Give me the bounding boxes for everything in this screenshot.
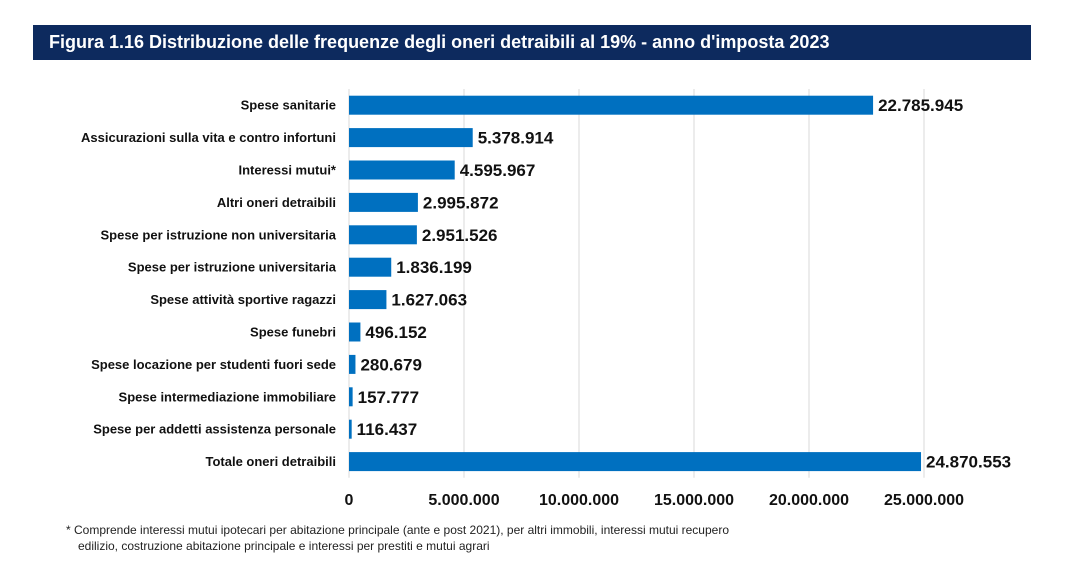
category-label: Assicurazioni sulla vita e contro infort… xyxy=(81,130,336,145)
bar xyxy=(349,419,352,439)
value-label: 280.679 xyxy=(360,355,421,374)
bar xyxy=(349,354,356,374)
value-label: 5.378.914 xyxy=(478,129,554,148)
category-label: Spese sanitarie xyxy=(241,98,336,113)
category-label: Spese per addetti assistenza personale xyxy=(93,422,336,437)
footnote: * Comprende interessi mutui ipotecari pe… xyxy=(66,522,866,554)
value-label: 2.995.872 xyxy=(423,193,499,212)
x-tick-label: 10.000.000 xyxy=(539,492,619,509)
bar xyxy=(349,257,392,277)
category-label: Spese funebri xyxy=(250,325,336,340)
value-label: 116.437 xyxy=(357,420,418,439)
bar xyxy=(349,160,455,180)
category-label: Spese locazione per studenti fuori sede xyxy=(91,357,336,372)
category-label: Spese per istruzione universitaria xyxy=(128,260,337,275)
category-label: Spese intermediazione immobiliare xyxy=(119,389,336,404)
category-label: Interessi mutui* xyxy=(238,163,336,178)
category-label: Spese per istruzione non universitaria xyxy=(100,227,336,242)
category-label: Totale oneri detraibili xyxy=(205,454,336,469)
value-label: 1.836.199 xyxy=(396,258,472,277)
value-label: 157.777 xyxy=(358,388,419,407)
bar xyxy=(349,452,922,472)
bar xyxy=(349,322,361,342)
bar xyxy=(349,225,417,245)
x-tick-label: 25.000.000 xyxy=(884,492,964,509)
category-label: Altri oneri detraibili xyxy=(217,195,336,210)
footnote-line-1: * Comprende interessi mutui ipotecari pe… xyxy=(66,523,729,537)
chart-title: Figura 1.16 Distribuzione delle frequenz… xyxy=(33,25,1031,60)
footnote-line-2: edilizio, costruzione abitazione princip… xyxy=(78,539,490,553)
category-label: Spese attività sportive ragazzi xyxy=(150,292,336,307)
value-label: 24.870.553 xyxy=(926,453,1011,472)
value-label: 22.785.945 xyxy=(878,96,963,115)
bar xyxy=(349,387,353,407)
bar xyxy=(349,290,387,310)
bar xyxy=(349,192,418,212)
bar xyxy=(349,95,874,115)
value-label: 4.595.967 xyxy=(460,161,536,180)
x-tick-label: 20.000.000 xyxy=(769,492,849,509)
value-label: 496.152 xyxy=(365,323,426,342)
x-tick-label: 15.000.000 xyxy=(654,492,734,509)
value-label: 1.627.063 xyxy=(391,291,467,310)
x-tick-label: 5.000.000 xyxy=(428,492,499,509)
bar xyxy=(349,128,473,148)
x-tick-label: 0 xyxy=(345,492,354,509)
value-label: 2.951.526 xyxy=(422,226,498,245)
